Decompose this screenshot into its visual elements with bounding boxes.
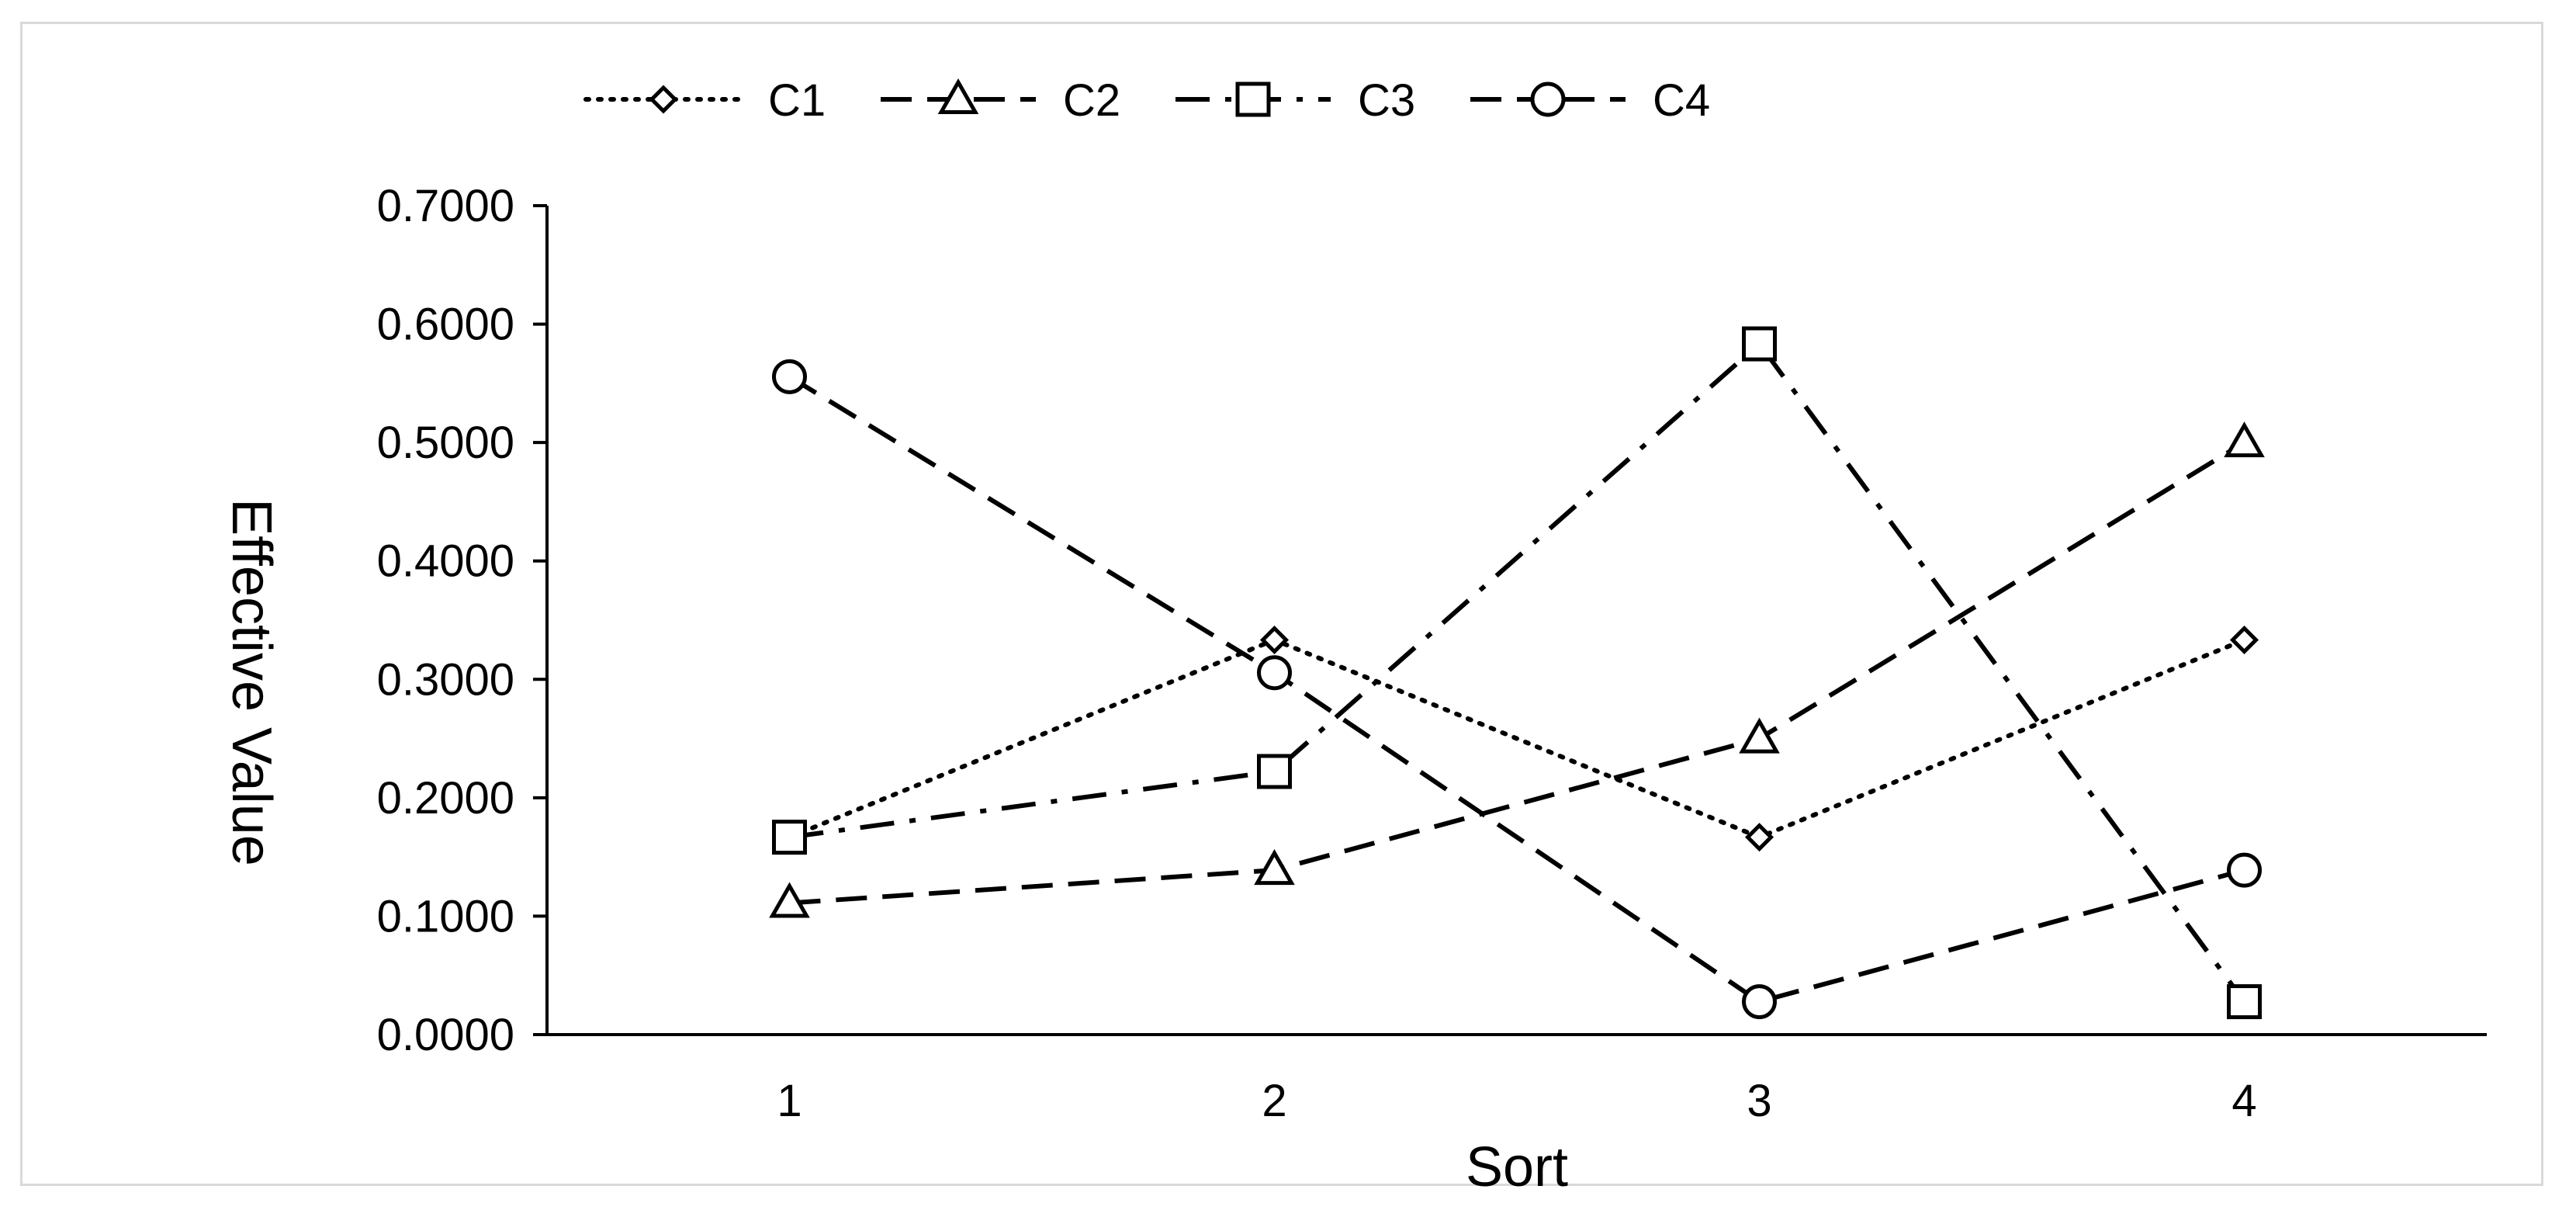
y-tick-label: 0.4000 — [377, 536, 514, 587]
legend-item-c4: C4 — [1470, 75, 1710, 126]
legend-item-c3: C3 — [1175, 75, 1415, 126]
legend-marker-c1 — [649, 85, 678, 114]
series-line-c2 — [789, 440, 2246, 906]
series-c4 — [772, 359, 2262, 1020]
data-point-c2-3 — [1739, 717, 1780, 754]
series-c3 — [772, 326, 2262, 1020]
series-line-c3 — [789, 340, 2246, 1004]
data-point-c2-4 — [2224, 421, 2265, 458]
y-axis-title: Effective Value — [220, 498, 282, 866]
legend-label-c1: C1 — [768, 75, 826, 126]
y-tick-label: 0.6000 — [377, 300, 514, 350]
legend-item-c2: C2 — [881, 75, 1120, 126]
y-tick-label: 0.5000 — [377, 418, 514, 468]
data-point-c4-4 — [2227, 852, 2262, 888]
data-point-c3-2 — [1257, 754, 1292, 789]
y-tick-label: 0.1000 — [377, 891, 514, 941]
legend-marker-c3 — [1235, 81, 1271, 117]
data-point-c3-3 — [1742, 326, 1777, 362]
series-c2 — [769, 421, 2265, 918]
x-tick-label: 4 — [2231, 1076, 2256, 1126]
x-tick-label: 2 — [1262, 1076, 1286, 1126]
x-axis: 1 2 3 4 — [547, 1033, 2487, 1126]
x-tick-label: 1 — [777, 1076, 802, 1126]
legend-marker-c4 — [1530, 81, 1566, 117]
y-tick-label: 0.3000 — [377, 654, 514, 705]
data-point-c4-1 — [772, 359, 807, 394]
legend-marker-c2 — [937, 78, 979, 114]
series-line-c4 — [788, 374, 2245, 1004]
x-axis-title: Sort — [1466, 1136, 1568, 1198]
series-layer — [769, 326, 2265, 1020]
data-point-c1-3 — [1744, 823, 1774, 852]
series-line-c1 — [787, 637, 2247, 840]
data-point-c4-3 — [1742, 984, 1777, 1020]
data-point-c3-4 — [2227, 984, 2262, 1020]
data-point-c3-1 — [772, 820, 807, 855]
legend-label-c4: C4 — [1653, 75, 1710, 126]
data-point-c2-1 — [769, 882, 810, 918]
y-tick-label: 0.7000 — [377, 181, 514, 231]
legend-item-c1: C1 — [583, 75, 826, 126]
chart-frame — [20, 22, 2543, 1186]
data-point-c1-2 — [1259, 625, 1290, 655]
series-c1 — [774, 625, 2259, 852]
y-tick-label: 0.0000 — [377, 1010, 514, 1060]
x-tick-label: 3 — [1747, 1076, 1771, 1126]
y-tick-label: 0.2000 — [377, 773, 514, 823]
legend-label-c2: C2 — [1063, 75, 1120, 126]
legend-label-c3: C3 — [1358, 75, 1415, 126]
data-point-c1-4 — [2229, 625, 2259, 655]
y-axis: 0.0000 0.1000 0.2000 0.3000 0.4000 0.5000 0.60… — [377, 181, 549, 1060]
data-point-c4-2 — [1257, 655, 1292, 691]
data-point-c2-2 — [1254, 849, 1295, 886]
legend: C1 C2 C3 C4 — [583, 75, 1710, 126]
